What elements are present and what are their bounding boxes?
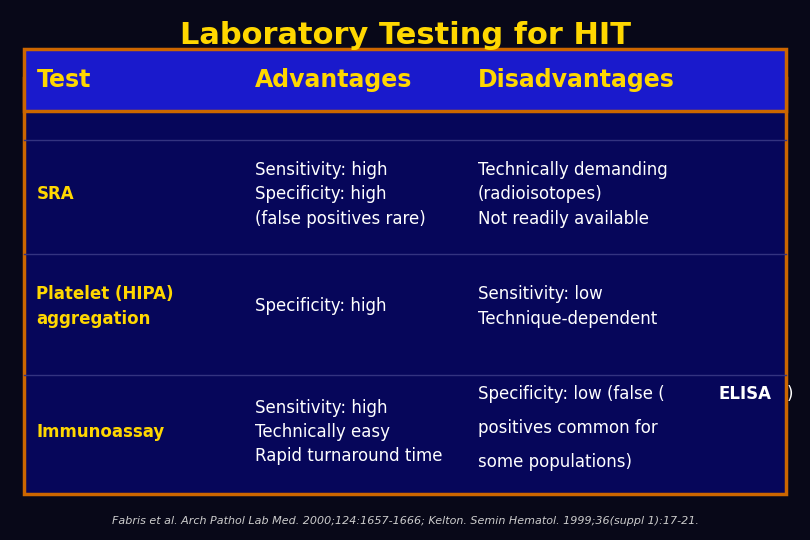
FancyBboxPatch shape: [24, 49, 786, 111]
Text: Platelet (HIPA)
aggregation: Platelet (HIPA) aggregation: [36, 285, 174, 328]
FancyBboxPatch shape: [24, 78, 786, 494]
Text: Specificity: high: Specificity: high: [255, 298, 386, 315]
Text: Technically demanding
(radioisotopes)
Not readily available: Technically demanding (radioisotopes) No…: [478, 161, 667, 228]
Text: ELISA: ELISA: [718, 385, 772, 403]
Text: Laboratory Testing for HIT: Laboratory Testing for HIT: [180, 21, 630, 50]
Text: Sensitivity: low
Technique-dependent: Sensitivity: low Technique-dependent: [478, 285, 657, 328]
Text: SRA: SRA: [36, 185, 74, 204]
Text: Test: Test: [36, 68, 91, 92]
Text: Sensitivity: high
Specificity: high
(false positives rare): Sensitivity: high Specificity: high (fal…: [255, 161, 426, 228]
Text: some populations): some populations): [478, 453, 632, 471]
Text: Sensitivity: high
Technically easy
Rapid turnaround time: Sensitivity: high Technically easy Rapid…: [255, 399, 442, 465]
Text: ): ): [787, 385, 794, 403]
Text: Disadvantages: Disadvantages: [478, 68, 675, 92]
Text: Advantages: Advantages: [255, 68, 412, 92]
Text: Immunoassay: Immunoassay: [36, 423, 164, 441]
Text: Specificity: low (false (: Specificity: low (false (: [478, 385, 664, 403]
Text: positives common for: positives common for: [478, 419, 658, 437]
Text: Fabris et al. Arch Pathol Lab Med. 2000;124:1657-1666; Kelton. Semin Hematol. 19: Fabris et al. Arch Pathol Lab Med. 2000;…: [112, 516, 698, 526]
